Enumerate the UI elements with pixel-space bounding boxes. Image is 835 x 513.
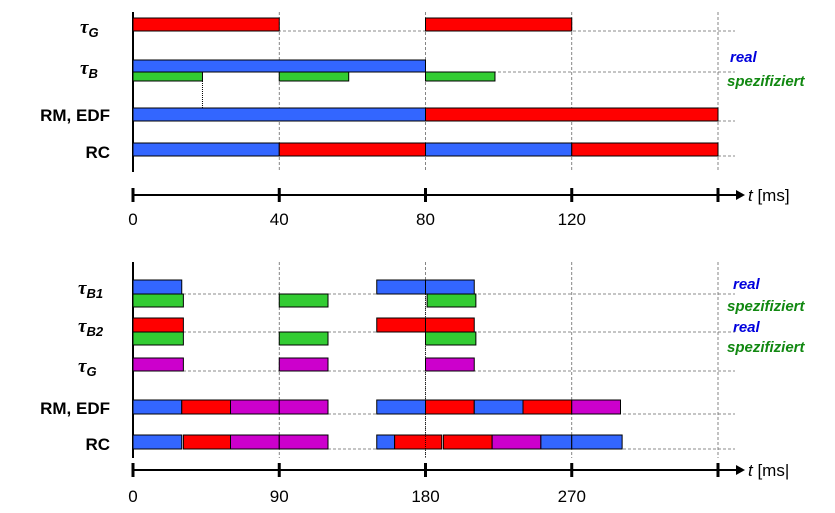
bottom-row-label-tau: τG <box>78 356 97 379</box>
bottom-task-bar-blue <box>473 399 524 415</box>
top-task-bar-red <box>425 107 719 122</box>
top-task-bar-red <box>425 17 573 32</box>
top-row-label-tau: τG <box>80 17 99 40</box>
bottom-task-bar-magenta <box>278 434 329 450</box>
bottom-task-bar-red <box>181 399 231 415</box>
bottom-task-bar-red <box>182 434 231 450</box>
row-label-subscript: G <box>86 364 96 379</box>
top-task-bar-green <box>425 71 496 82</box>
top-axis-label: t [ms] <box>748 186 790 205</box>
top-tick-label: 80 <box>416 210 435 229</box>
bottom-task-bar-red <box>442 434 493 450</box>
bottom-task-bar-magenta <box>278 357 329 372</box>
top-task-bar-green <box>278 71 350 82</box>
bottom-task-bar-blue <box>132 434 183 450</box>
bottom-task-bar-green <box>132 293 184 308</box>
top-task-bar-blue <box>425 142 573 157</box>
bottom-task-bar-green <box>426 293 477 308</box>
legend-real-b2: real <box>733 319 761 336</box>
row-label-subscript: B1 <box>86 286 103 301</box>
top-row-label: RM, EDF <box>40 106 110 125</box>
bottom-axis-label: t [ms| <box>748 461 789 480</box>
top-task-bar-blue <box>132 107 426 122</box>
legend-real-top: real <box>730 49 758 66</box>
bottom-task-bar-magenta <box>571 399 621 415</box>
bottom-task-bar-blue <box>132 279 183 295</box>
legend-spec-b1: spezifiziert <box>727 298 806 315</box>
top-task-bar-red <box>278 142 426 157</box>
bottom-task-bar-blue <box>132 399 183 415</box>
row-label-subscript: G <box>88 25 98 40</box>
bottom-task-bar-blue <box>540 434 573 450</box>
top-task-bar-blue <box>132 142 280 157</box>
bottom-task-bar-blue <box>376 279 426 295</box>
bottom-axis-arrow-icon <box>736 465 745 475</box>
top-row-label-tau: τB <box>80 58 98 81</box>
bottom-task-bar-green <box>425 331 477 346</box>
bottom-task-bar-magenta <box>132 357 184 372</box>
axis-label-unit: [ms] <box>753 186 790 205</box>
bottom-tick-label: 270 <box>558 487 586 506</box>
bottom-task-bar-magenta <box>425 357 475 372</box>
bottom-task-bar-magenta <box>491 434 542 450</box>
bottom-task-bar-red <box>394 434 443 450</box>
bottom-row-label-tau: τB2 <box>78 316 104 339</box>
bottom-task-bar-blue <box>571 434 623 450</box>
top-task-bar-red <box>571 142 719 157</box>
bottom-task-bar-red <box>376 317 426 333</box>
top-tick-label: 40 <box>270 210 289 229</box>
legend-spec-b2: spezifiziert <box>727 339 806 356</box>
bottom-task-bar-red <box>425 399 475 415</box>
bottom-task-bar-magenta <box>230 399 280 415</box>
bottom-tick-label: 180 <box>411 487 439 506</box>
top-tick-label: 0 <box>128 210 137 229</box>
bottom-task-bar-blue <box>376 434 396 450</box>
axis-label-unit: [ms| <box>753 461 790 480</box>
top-tick-label: 120 <box>558 210 586 229</box>
bottom-row-label-tau: τB1 <box>78 278 103 301</box>
top-task-bar-red <box>132 17 280 32</box>
axis-label-t: t <box>748 186 754 205</box>
bottom-task-bar-green <box>278 331 329 346</box>
bottom-task-bar-blue <box>376 399 426 415</box>
legend-spec-top: spezifiziert <box>727 73 806 90</box>
top-axis-arrow-icon <box>736 190 745 200</box>
bottom-task-bar-blue <box>425 279 475 295</box>
bottom-tick-label: 0 <box>128 487 137 506</box>
top-row-label: RC <box>85 143 110 162</box>
bottom-tick-label: 90 <box>270 487 289 506</box>
bottom-task-bar-red <box>425 317 475 333</box>
axis-label-t: t <box>748 461 754 480</box>
legend-real-b1: real <box>733 276 761 293</box>
bottom-task-bar-red <box>522 399 573 415</box>
top-task-bar-green <box>132 71 203 82</box>
row-label-subscript: B2 <box>86 324 103 339</box>
bottom-row-label: RM, EDF <box>40 399 110 418</box>
bottom-task-bar-green <box>132 331 184 346</box>
bottom-row-label: RC <box>85 435 110 454</box>
row-label-subscript: B <box>88 66 97 81</box>
bottom-task-bar-green <box>278 293 329 308</box>
bottom-task-bar-magenta <box>230 434 280 450</box>
bottom-task-bar-red <box>132 317 184 333</box>
top-task-bar-blue <box>132 59 426 73</box>
bottom-task-bar-magenta <box>278 399 329 415</box>
